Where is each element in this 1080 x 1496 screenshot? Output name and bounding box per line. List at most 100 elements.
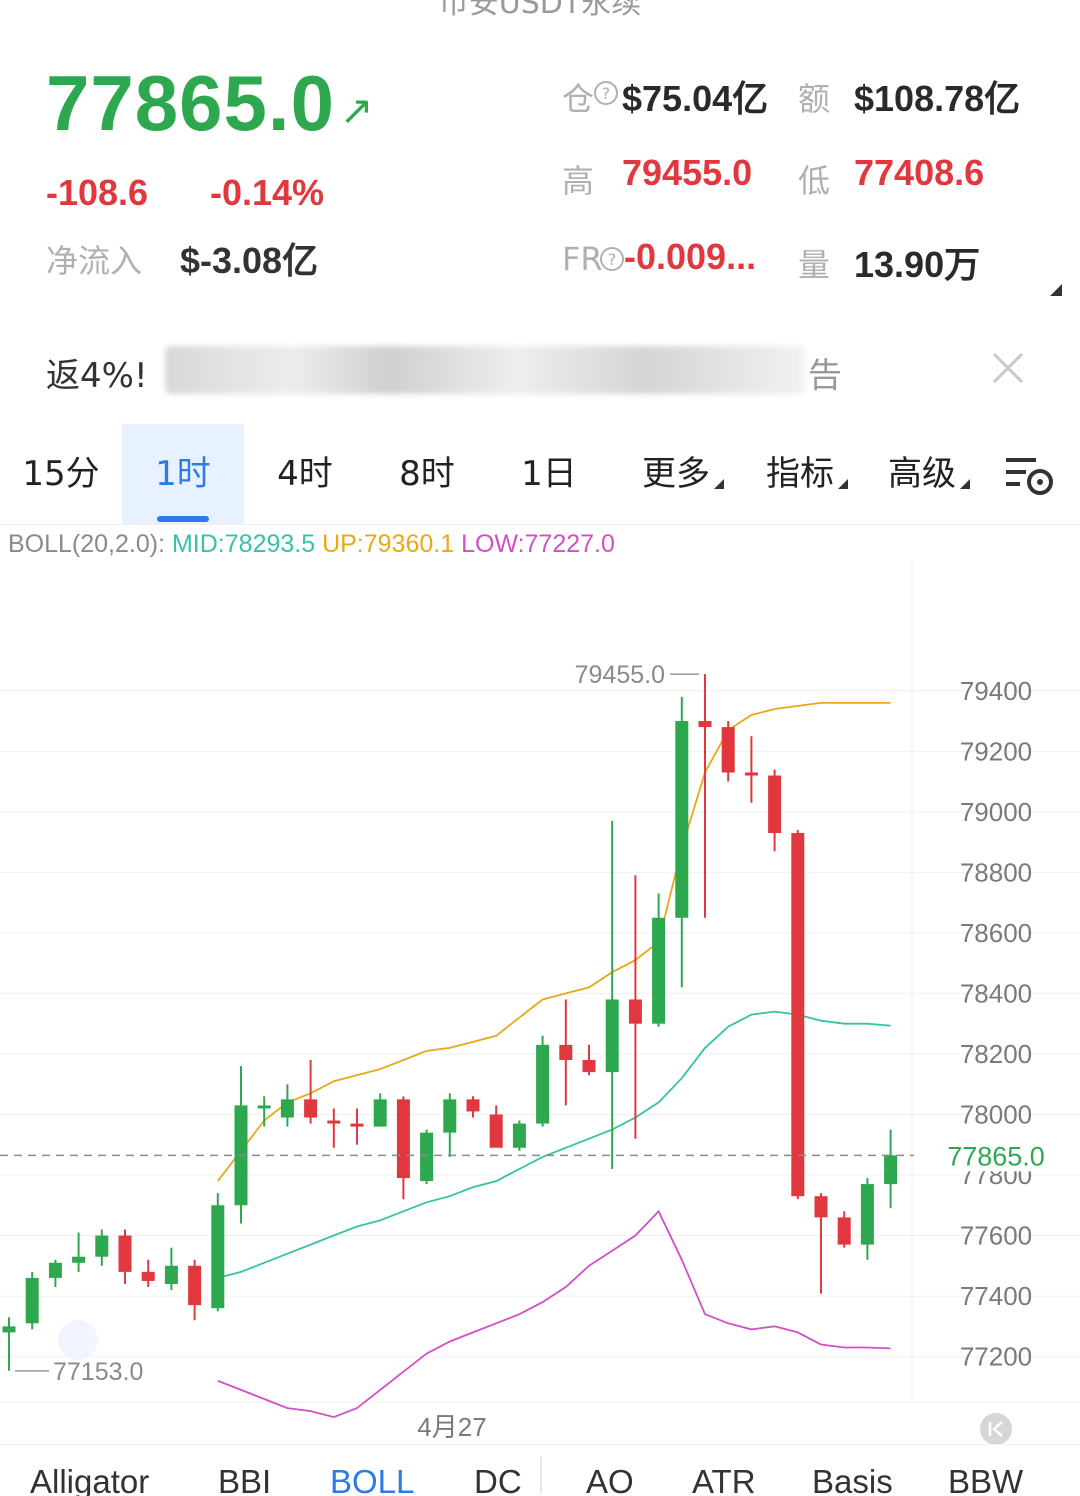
- boll-legend: BOLL(20,2.0): MID:78293.5 UP:79360.1 LOW…: [8, 530, 615, 559]
- candle-down: [327, 1120, 341, 1124]
- dropdown-triangle-icon: [838, 479, 848, 489]
- candle-down: [744, 772, 758, 776]
- promo-banner-blurred[interactable]: [165, 346, 805, 394]
- candlestick-chart[interactable]: 79400 79200 79000 78800 78600 78400 78200 78000…: [0, 560, 1080, 1444]
- tab-more[interactable]: 更多: [622, 424, 744, 524]
- tab-label: 8时: [399, 454, 455, 494]
- y-tick-label: 78200: [960, 1039, 1032, 1069]
- last-price: 77865.0: [46, 59, 335, 147]
- tab-label: 高级: [888, 454, 956, 494]
- indicator-tab-ao[interactable]: AO: [586, 1463, 634, 1496]
- tabs-divider: [0, 524, 1080, 525]
- timeframe-tabs: 15分 1时 4时 8时 1日 更多 指标 高级: [0, 424, 1080, 524]
- funding-rate-label: FR: [562, 240, 603, 278]
- y-tick-label: 78600: [960, 918, 1032, 948]
- candle-up: [2, 1326, 16, 1333]
- candle-up: [95, 1235, 109, 1257]
- candle-down: [628, 999, 642, 1024]
- low-value: 77408.6: [854, 152, 985, 193]
- market-title: 币安USDT永续: [438, 0, 642, 21]
- candle-up: [605, 999, 619, 1073]
- candle-up: [536, 1044, 550, 1124]
- candle-up: [652, 917, 666, 1024]
- candle-up: [884, 1155, 898, 1185]
- y-tick-label: 79000: [960, 797, 1032, 827]
- x-tick-label: 4月27: [417, 1412, 486, 1442]
- candle-up: [72, 1256, 86, 1263]
- candle-down: [814, 1196, 828, 1218]
- y-tick-label: 78000: [960, 1099, 1032, 1129]
- last-price-label-bg: [914, 1137, 1080, 1172]
- y-tick-label: 79200: [960, 736, 1032, 766]
- active-tab-indicator: [157, 516, 209, 522]
- indicator-tabs: Alligator BBI BOLL DC AO ATR Basis BBW: [0, 1444, 1080, 1496]
- tab-1d[interactable]: 1日: [488, 424, 610, 524]
- candle-down: [188, 1265, 202, 1306]
- dropdown-triangle-icon: [714, 479, 724, 489]
- indicator-tab-basis[interactable]: Basis: [812, 1463, 893, 1496]
- tab-1h[interactable]: 1时: [122, 424, 244, 524]
- indicator-tab-bbw[interactable]: BBW: [948, 1463, 1024, 1496]
- turnover-label: 额: [798, 80, 831, 118]
- boll-legend-prefix: BOLL(20,2.0):: [8, 530, 166, 558]
- candle-up: [280, 1099, 294, 1118]
- candle-up: [675, 721, 689, 918]
- candle-down: [721, 727, 735, 773]
- boll-up-line: [217, 702, 891, 1182]
- volume-value: 13.90万: [854, 244, 981, 285]
- y-tick-label: 77600: [960, 1221, 1032, 1251]
- candle-up: [860, 1184, 874, 1245]
- candle-down: [118, 1235, 132, 1272]
- candle-down: [489, 1114, 503, 1148]
- price-up-arrow-icon: ↗: [340, 88, 374, 134]
- expand-corner-icon[interactable]: [1050, 284, 1062, 296]
- low-label: 低: [798, 162, 831, 200]
- boll-legend-low: LOW:77227.0: [461, 530, 615, 558]
- promo-banner-end[interactable]: 告: [808, 356, 842, 396]
- indicator-tab-atr[interactable]: ATR: [692, 1463, 756, 1496]
- reset-view-button: [58, 1320, 98, 1360]
- candle-down: [141, 1271, 155, 1281]
- indicator-tab-bbi[interactable]: BBI: [218, 1463, 272, 1496]
- close-icon[interactable]: [990, 350, 1026, 386]
- boll-legend-mid: MID:78293.5: [171, 530, 316, 558]
- high-label: 高: [562, 162, 595, 200]
- boll-legend-up: UP:79360.1: [322, 530, 455, 558]
- promo-banner-start[interactable]: 返4%!: [46, 356, 148, 396]
- tab-label: 4时: [277, 454, 333, 494]
- tab-4h[interactable]: 4时: [244, 424, 366, 524]
- last-price-label: 77865.0: [947, 1141, 1045, 1171]
- chart-settings-icon[interactable]: [1004, 454, 1056, 498]
- funding-rate-value: -0.009...: [624, 236, 757, 277]
- candle-down: [698, 721, 712, 728]
- tab-label: 指标: [766, 454, 834, 494]
- indicator-tab-alligator[interactable]: Alligator: [30, 1463, 150, 1496]
- min-price-label: 77153.0: [53, 1358, 143, 1386]
- candle-down: [559, 1044, 573, 1061]
- candle-down: [466, 1099, 480, 1112]
- tab-8h[interactable]: 8时: [366, 424, 488, 524]
- indicator-tab-boll[interactable]: BOLL: [330, 1463, 415, 1496]
- candle-down: [582, 1060, 596, 1073]
- info-icon[interactable]: ?: [599, 246, 625, 272]
- tab-15m[interactable]: 15分: [0, 424, 122, 524]
- candle-up: [443, 1099, 457, 1133]
- tab-advanced[interactable]: 高级: [868, 424, 990, 524]
- candle-down: [350, 1123, 364, 1127]
- netflow-value: $-3.08亿: [180, 240, 319, 281]
- price-change-pct: -0.14%: [210, 172, 325, 213]
- svg-text:?: ?: [602, 84, 611, 103]
- candle-up: [164, 1265, 178, 1284]
- price-change-abs: -108.6: [46, 172, 149, 213]
- turnover-value: $108.78亿: [854, 78, 1021, 119]
- info-icon[interactable]: ?: [593, 80, 619, 106]
- candle-down: [396, 1099, 410, 1179]
- tab-label: 15分: [22, 454, 100, 494]
- scroll-to-latest-glyph: [988, 1421, 1003, 1437]
- indicator-tabs-separator: [540, 1457, 542, 1493]
- open-interest-value: $75.04亿: [622, 78, 769, 119]
- tab-indicators[interactable]: 指标: [746, 424, 868, 524]
- candle-down: [837, 1217, 851, 1245]
- indicator-tab-dc[interactable]: DC: [474, 1463, 522, 1496]
- candle-up: [257, 1105, 271, 1109]
